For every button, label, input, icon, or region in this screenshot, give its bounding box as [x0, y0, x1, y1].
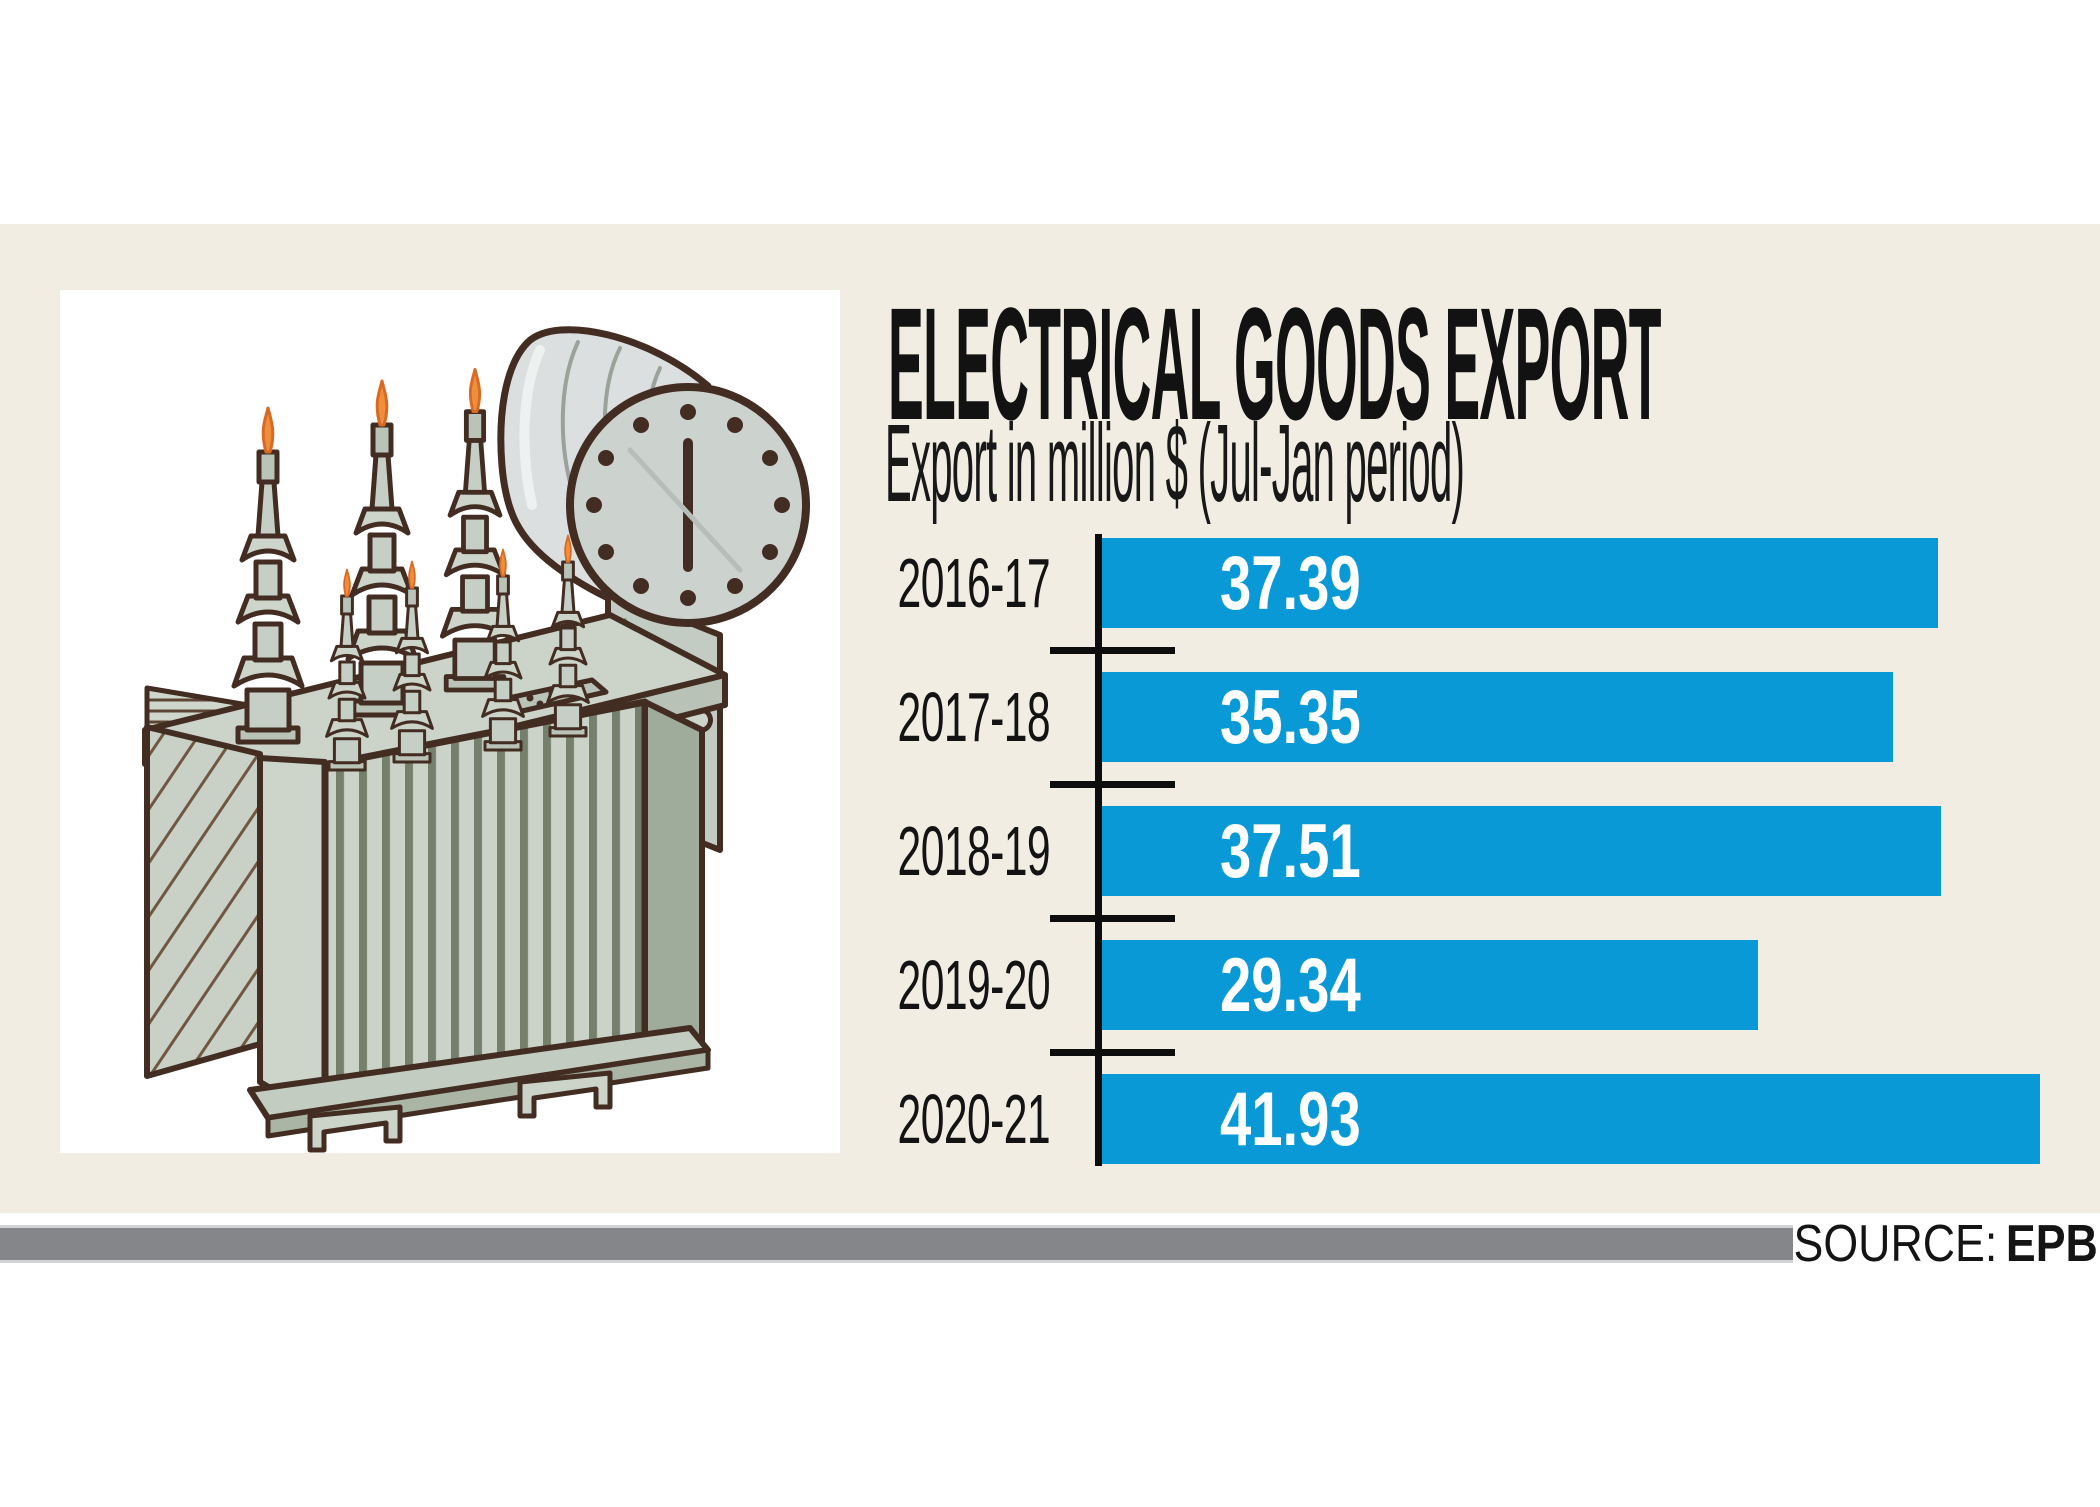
export-bar: 37.39 — [1102, 538, 1938, 628]
page-title: ELECTRICAL GOODS EXPORT — [888, 274, 1661, 453]
year-label: 2020-21 — [897, 1080, 1051, 1158]
chart-axis-line — [1095, 534, 1102, 1166]
value-label: 41.93 — [1220, 1076, 1361, 1162]
export-bar: 37.51 — [1102, 806, 1941, 896]
transformer-illustration — [142, 326, 810, 1153]
tick-mark — [1050, 647, 1175, 654]
year-label: 2019-20 — [897, 946, 1051, 1024]
source-bar — [0, 1225, 1793, 1263]
tick-mark — [1050, 1049, 1175, 1056]
year-label: 2018-19 — [897, 812, 1051, 890]
value-label: 37.39 — [1220, 540, 1361, 626]
value-label: 29.34 — [1220, 942, 1361, 1028]
year-label: 2016-17 — [897, 544, 1051, 622]
value-label: 37.51 — [1220, 808, 1361, 894]
illustration-panel — [60, 290, 840, 1153]
chart-subtitle: Export in million $ (Jul-Jan period) — [885, 402, 1465, 525]
source-value: EPB — [2006, 1215, 2098, 1273]
year-label: 2017-18 — [897, 678, 1051, 756]
export-bar: 29.34 — [1102, 940, 1758, 1030]
source-label: SOURCE: — [1793, 1215, 1998, 1273]
tick-mark — [1050, 781, 1175, 788]
source-line: SOURCE: EPB — [1794, 1218, 2098, 1270]
value-label: 35.35 — [1220, 674, 1361, 760]
export-bar: 35.35 — [1102, 672, 1893, 762]
export-bar: 41.93 — [1102, 1074, 2040, 1164]
tick-mark — [1050, 915, 1175, 922]
